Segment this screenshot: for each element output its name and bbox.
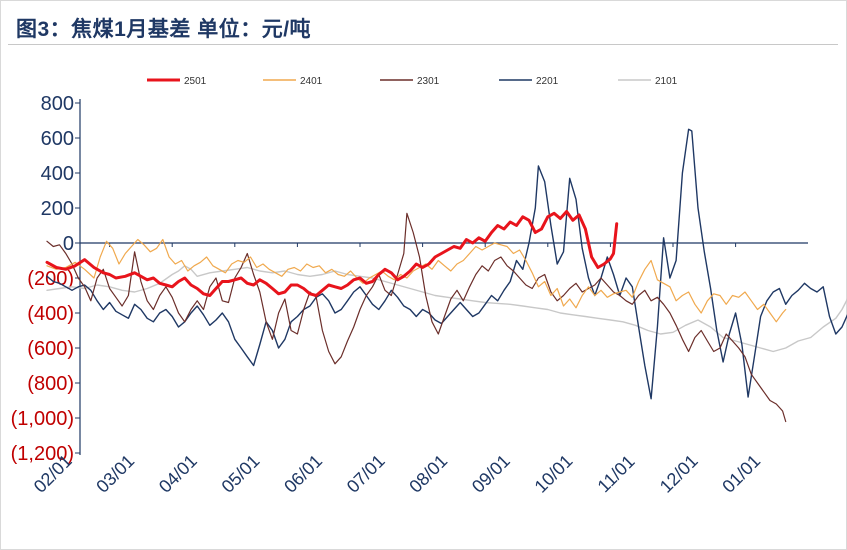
x-tick-label: 10/01: [531, 451, 577, 497]
title-divider: [8, 44, 838, 45]
legend-label-2301: 2301: [417, 76, 440, 87]
legend-label-2401: 2401: [300, 76, 323, 87]
legend-label-2501: 2501: [184, 76, 207, 87]
x-tick-label: 12/01: [656, 451, 702, 497]
y-tick-label: (1,200): [11, 443, 74, 465]
legend-label-2201: 2201: [536, 76, 559, 87]
y-tick-label: 200: [41, 198, 74, 220]
y-tick-label: 400: [41, 163, 74, 185]
y-tick-label: (400): [27, 303, 74, 325]
series-line-2101: [46, 265, 847, 353]
x-tick-label: 07/01: [343, 451, 389, 497]
x-tick-label: 11/01: [594, 451, 639, 496]
y-tick-label: 0: [63, 233, 74, 255]
x-tick-label: 09/01: [468, 451, 514, 497]
series-line-2301: [46, 212, 787, 423]
chart-title: 图3：焦煤1月基差 单位：元/吨: [16, 18, 312, 41]
x-tick-label: 06/01: [280, 451, 326, 497]
y-tick-label: (1,000): [11, 408, 74, 430]
x-tick-label: 08/01: [405, 451, 451, 497]
y-axis: 8006004002000(200)(400)(600)(800)(1,000)…: [11, 93, 81, 465]
series-line-2201: [46, 128, 847, 400]
x-tick-label: 05/01: [218, 451, 264, 497]
y-tick-label: 600: [41, 128, 74, 150]
legend: 2501 2401 2301 2201 2101: [147, 76, 678, 87]
y-tick-label: (600): [27, 338, 74, 360]
series-line-2401: [46, 238, 787, 323]
legend-label-2101: 2101: [655, 76, 678, 87]
y-tick-label: 800: [41, 93, 74, 115]
x-tick-label: 01/01: [718, 451, 764, 497]
y-tick-label: (800): [27, 373, 74, 395]
series-layer: [45, 128, 847, 423]
x-tick-label: 04/01: [155, 451, 201, 497]
series-line-2501: [45, 210, 619, 297]
x-tick-label: 03/01: [92, 451, 138, 497]
